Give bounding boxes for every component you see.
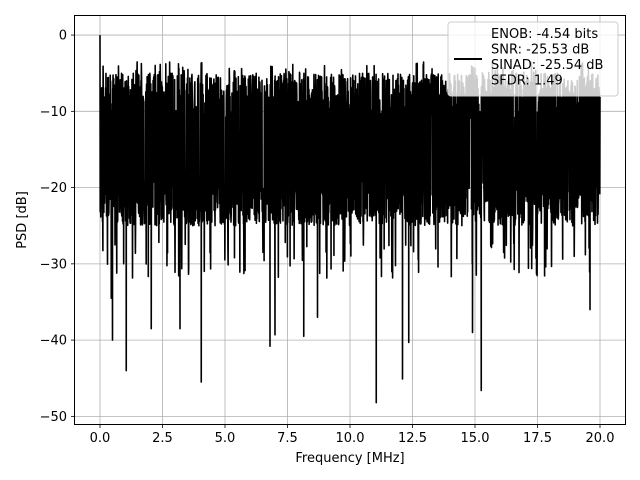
y-tick-label: −20 <box>40 181 67 196</box>
x-tick-label: 7.5 <box>277 431 298 446</box>
plot-area <box>99 35 601 404</box>
x-tick-label: 2.5 <box>152 431 173 446</box>
y-tick-label: −50 <box>40 410 67 425</box>
x-tick-label: 0.0 <box>90 431 111 446</box>
legend-entry-text: SFDR: 1.49 <box>491 74 563 89</box>
y-axis-label: PSD [dB] <box>15 191 30 249</box>
psd-series-line <box>99 35 601 404</box>
axis-ticks: 0.0 2.5 5.0 7.5 10.0 12.5 15.0 17.5 20.0 0 −10 −20 −… <box>40 29 615 446</box>
y-tick-label: −40 <box>40 334 67 349</box>
legend-entry-text: SINAD: -25.54 dB <box>491 58 603 73</box>
x-tick-label: 20.0 <box>586 431 615 446</box>
legend-entry-text: SNR: -25.53 dB <box>491 43 589 58</box>
y-tick-label: 0 <box>59 29 67 44</box>
x-tick-label: 5.0 <box>215 431 236 446</box>
legend-entry-text: ENOB: -4.54 bits <box>491 27 598 42</box>
y-tick-label: −10 <box>40 105 67 120</box>
x-tick-label: 17.5 <box>523 431 552 446</box>
x-tick-label: 12.5 <box>398 431 427 446</box>
x-tick-label: 15.0 <box>461 431 490 446</box>
x-axis-label: Frequency [MHz] <box>295 451 404 466</box>
x-tick-label: 10.0 <box>336 431 365 446</box>
y-tick-label: −30 <box>40 257 67 272</box>
legend-box <box>447 21 619 97</box>
